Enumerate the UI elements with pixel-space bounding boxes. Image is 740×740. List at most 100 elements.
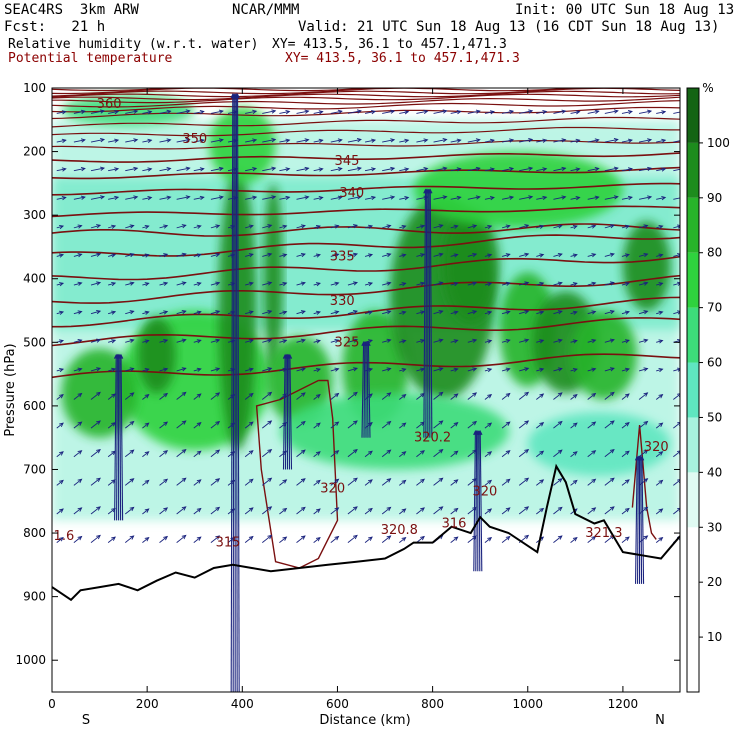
wind-vector-shaft (478, 431, 481, 572)
wind-vector (56, 224, 65, 230)
wind-vector (416, 535, 425, 543)
wind-vector-head (368, 310, 374, 315)
wind-vector-shaft (553, 535, 563, 543)
wind-vector (210, 195, 224, 200)
wind-vector-head (111, 367, 117, 372)
wind-vector-shaft (655, 394, 663, 400)
wind-vector-shaft (381, 535, 391, 543)
wind-vector-shaft (433, 392, 443, 400)
wind-vector-shaft (73, 110, 85, 114)
wind-vector (416, 281, 426, 286)
theta-contour (52, 205, 680, 218)
wind-vector (279, 339, 288, 344)
wind-vector-head (591, 392, 597, 398)
wind-vector-shaft (450, 110, 461, 114)
wind-vector (467, 224, 478, 229)
wind-vector-shaft (330, 139, 342, 143)
wind-vector-shaft (330, 393, 339, 400)
wind-vector-shaft (193, 368, 201, 372)
wind-vector-head (248, 450, 254, 455)
wind-vector-shaft (536, 225, 544, 229)
wind-vector-head (129, 281, 135, 286)
wind-vector-shaft (382, 368, 391, 372)
wind-vector-shaft (210, 421, 220, 429)
wind-vector-head (591, 507, 597, 512)
wind-vector (467, 195, 481, 200)
wind-vector-shaft (262, 110, 276, 114)
wind-vector (193, 339, 202, 344)
wind-vector (142, 339, 150, 344)
wind-vector-head (356, 166, 362, 171)
wind-vector-head (248, 367, 254, 372)
wind-vector-shaft (262, 449, 272, 458)
wind-vector-shaft (73, 168, 85, 172)
wind-vector (484, 339, 493, 344)
wind-vector-shaft (570, 225, 577, 229)
wind-vector-head (337, 109, 343, 115)
wind-vector (90, 506, 101, 515)
wind-vector-head (334, 253, 340, 258)
wind-vector (484, 224, 493, 230)
wind-vector (142, 196, 153, 201)
wind-vector-head (300, 281, 306, 286)
wind-vector (604, 281, 615, 286)
wind-vector-shaft (484, 394, 492, 400)
wind-vector-head (334, 507, 340, 512)
wind-vector-head (539, 422, 545, 427)
wind-vector-shaft (159, 139, 171, 143)
wind-vector-head (386, 338, 392, 343)
wind-vector-shaft (501, 368, 510, 372)
wind-vector-head (185, 109, 191, 114)
wind-vector (347, 338, 359, 343)
wind-vector-head (524, 477, 530, 483)
wind-vector (176, 477, 187, 486)
wind-vector-shaft (484, 480, 492, 486)
wind-vector-shaft (262, 477, 272, 486)
wind-vector-shaft (428, 189, 431, 438)
wind-vector (501, 109, 515, 115)
wind-vector (399, 196, 410, 201)
wind-vector-head (453, 310, 459, 315)
wind-vector-head (318, 138, 324, 144)
wind-vector (519, 309, 530, 315)
wind-vector-shaft (279, 225, 287, 229)
wind-vector (587, 367, 597, 372)
wind-vector (262, 109, 277, 114)
wind-vector (73, 535, 83, 543)
wind-vector-head (282, 339, 288, 344)
wind-vector-shaft (518, 449, 529, 458)
wind-vector-shaft (416, 282, 425, 286)
wind-vector (330, 195, 343, 200)
wind-vector-head (456, 109, 462, 115)
wind-vector (330, 535, 340, 543)
wind-vector-head (539, 224, 545, 229)
colorbar-tick-label: 20 (707, 575, 722, 589)
wind-vector-head (487, 393, 493, 399)
wind-vector-shaft (638, 392, 648, 400)
wind-vector-shaft (176, 282, 186, 286)
theta-contour (52, 126, 680, 137)
theta-contour (52, 255, 680, 281)
wind-vector (90, 448, 101, 458)
wind-vector (347, 138, 362, 143)
wind-vector (484, 138, 495, 144)
wind-vector-shaft (245, 253, 253, 257)
wind-vector-head (196, 507, 202, 513)
wind-vector (655, 451, 664, 458)
wind-vector-head (453, 253, 459, 258)
wind-vector-shaft (519, 310, 529, 315)
wind-vector-shaft (193, 536, 202, 543)
wind-vector-shaft (193, 422, 202, 429)
wind-vector (279, 195, 291, 201)
wind-vector-head (542, 195, 548, 201)
wind-vector (125, 138, 139, 143)
wind-vector-shaft (656, 368, 663, 372)
wind-vector-shaft (313, 311, 321, 315)
wind-vector-head (509, 109, 515, 115)
wind-vector-shaft (330, 225, 339, 229)
wind-vector-shaft (381, 392, 391, 400)
wind-vector (433, 338, 444, 343)
x-tick-label: 0 (48, 697, 56, 711)
wind-vector-head (196, 253, 202, 258)
wind-vector (366, 341, 371, 438)
